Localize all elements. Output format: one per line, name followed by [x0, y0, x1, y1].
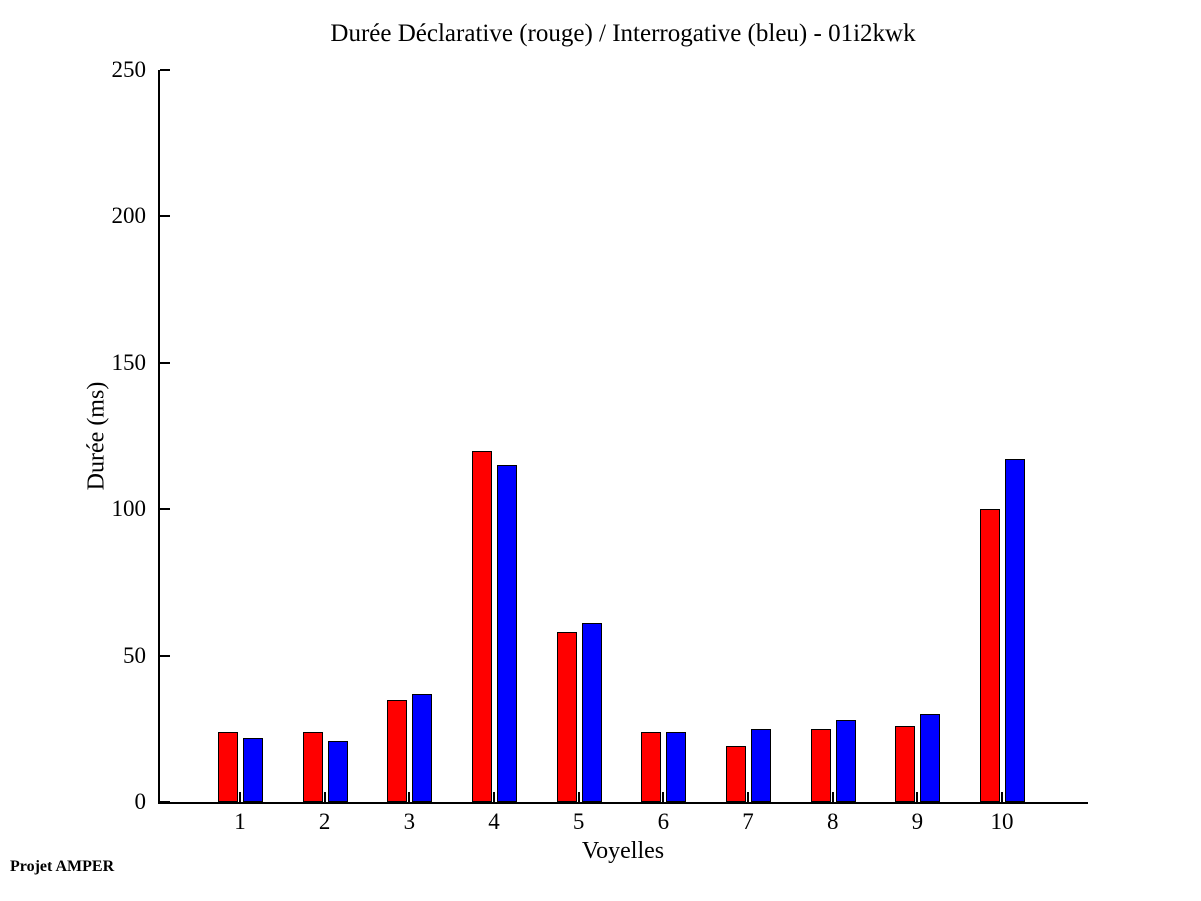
y-tick: [160, 508, 170, 511]
y-tick-label: 50: [123, 642, 146, 668]
x-tick-label: 6: [657, 809, 670, 834]
x-tick: [408, 792, 411, 802]
x-tick-label: 7: [742, 809, 754, 834]
bar-interrogative-5: [581, 623, 602, 802]
project-footer: Projet AMPER: [10, 858, 115, 875]
x-tick-label: 1: [234, 809, 246, 834]
x-tick-label: 9: [911, 809, 924, 834]
bar-interrogative-10: [1005, 459, 1026, 802]
x-tick: [662, 792, 665, 802]
x-tick: [323, 792, 326, 802]
bar-declarative-4: [472, 451, 492, 802]
x-tick-label: 8: [826, 809, 839, 834]
y-tick: [160, 801, 170, 803]
x-tick: [1001, 792, 1004, 802]
bar-interrogative-7: [751, 729, 772, 802]
y-tick-label: 200: [111, 203, 147, 229]
bar-declarative-9: [895, 726, 916, 802]
bar-declarative-1: [218, 732, 238, 802]
x-tick: [747, 792, 750, 802]
y-tick: [160, 69, 170, 71]
x-tick-label: 2: [318, 809, 331, 834]
bar-interrogative-3: [412, 694, 433, 802]
bar-declarative-8: [810, 729, 831, 802]
x-tick: [916, 792, 919, 802]
x-tick-label: 4: [488, 809, 500, 834]
x-tick-label: 5: [572, 809, 585, 834]
plot-area: 0 50 100 150 200 250 1 2 3 4 5 6 7 8 9 10: [112, 58, 1088, 834]
bar-declarative-2: [302, 732, 323, 802]
bar-declarative-6: [641, 732, 662, 802]
x-axis-line: [158, 802, 1088, 804]
bar-interrogative-9: [920, 714, 941, 802]
bar-interrogative-4: [497, 465, 517, 802]
y-tick-label: 250: [111, 57, 147, 82]
bar-interrogative-1: [243, 738, 263, 802]
y-tick-label: 100: [111, 496, 147, 522]
x-axis-label: Voyelles: [581, 838, 665, 864]
bar-interrogative-2: [327, 741, 348, 802]
x-tick-label: 10: [990, 809, 1014, 834]
bar-declarative-7: [726, 746, 747, 802]
x-tick: [239, 792, 241, 802]
bar-declarative-5: [556, 632, 577, 802]
bar-declarative-3: [387, 700, 408, 802]
y-tick-label: 0: [134, 789, 147, 814]
x-tick: [493, 792, 495, 802]
y-axis-line: [158, 70, 160, 802]
x-tick-label: 3: [403, 809, 416, 834]
y-tick-label: 150: [111, 349, 147, 375]
y-axis-label: Durée (ms): [83, 381, 110, 491]
bar-declarative-10: [980, 509, 1001, 802]
chart-title: Durée Déclarative (rouge) / Interrogativ…: [330, 20, 916, 47]
y-tick: [160, 361, 170, 364]
x-tick: [831, 792, 834, 802]
y-tick: [160, 215, 170, 218]
y-tick: [160, 654, 170, 657]
x-tick: [577, 792, 580, 802]
bar-interrogative-8: [835, 720, 856, 802]
bar-interrogative-6: [666, 732, 687, 802]
